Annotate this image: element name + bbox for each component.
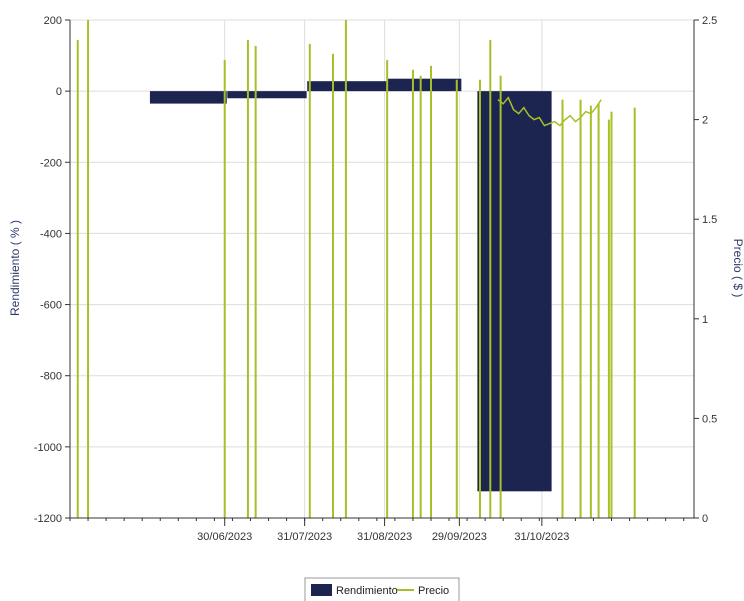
x-tick-label: 30/06/2023 <box>197 531 252 543</box>
left-tick-label: -1000 <box>34 442 62 454</box>
x-tick-label: 29/09/2023 <box>432 531 487 543</box>
precio-line <box>497 96 602 127</box>
right-axis-title: Precio ( $ ) <box>731 239 744 298</box>
rendimiento-bars <box>149 78 552 492</box>
left-tick-label: -200 <box>40 157 62 169</box>
left-tick-label: -800 <box>40 371 62 383</box>
legend-box <box>304 577 460 601</box>
rendimiento-bar <box>387 78 462 92</box>
legend-swatch-rendimiento <box>311 584 332 596</box>
left-tick-label: 0 <box>56 86 62 98</box>
right-axis-ticks: 2.5 2 1.5 1 0.5 0 <box>694 15 717 525</box>
right-tick-label: 1.5 <box>702 214 717 226</box>
left-tick-label: -1200 <box>34 513 62 525</box>
legend-label-precio: Precio <box>418 585 449 597</box>
precio-series <box>76 20 636 518</box>
x-axis-ticks: 30/06/2023 31/07/2023 31/08/2023 29/09/2023… <box>69 518 685 543</box>
right-tick-label: 2 <box>702 115 708 127</box>
x-tick-label: 31/10/2023 <box>514 531 569 543</box>
legend: Rendimiento Precio <box>304 577 460 601</box>
right-tick-label: 0 <box>702 513 708 525</box>
left-tick-label: 200 <box>44 15 62 27</box>
rendimiento-bar <box>227 91 307 99</box>
x-tick-label: 31/07/2023 <box>277 531 332 543</box>
rendimiento-bar <box>477 91 552 492</box>
x-tick-label: 31/08/2023 <box>357 531 412 543</box>
rendimiento-bar <box>149 91 227 104</box>
legend-label-rendimiento: Rendimiento <box>336 585 398 597</box>
left-axis-ticks: 200 0 -200 -400 -600 -800 -1000 -1200 <box>34 15 70 525</box>
right-tick-label: 1 <box>702 314 708 326</box>
right-tick-label: 0.5 <box>702 413 717 425</box>
left-tick-label: -600 <box>40 300 62 312</box>
left-axis-title: Rendimiento ( % ) <box>8 220 22 316</box>
axes <box>69 20 695 519</box>
left-tick-label: -400 <box>40 228 62 240</box>
right-tick-label: 2.5 <box>702 15 717 27</box>
